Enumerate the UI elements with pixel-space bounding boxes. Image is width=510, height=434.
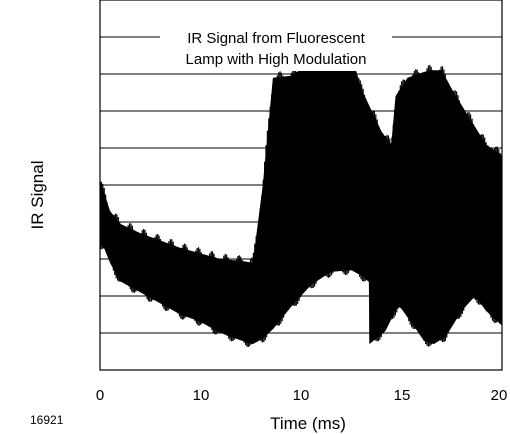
x-axis-label: Time (ms): [270, 414, 346, 433]
y-axis-label: IR Signal: [28, 161, 47, 230]
x-tick-label: 10: [293, 387, 310, 404]
series-layer: [99, 48, 503, 348]
x-tick-label: 20: [491, 387, 508, 404]
title-box: [160, 25, 392, 71]
chart-title-line-1: IR Signal from Fluorescent: [187, 30, 365, 47]
chart-title-line-2: Lamp with High Modulation: [186, 51, 367, 68]
x-tick-label: 0: [96, 387, 104, 404]
x-tick-label: 10: [193, 387, 210, 404]
signal-trace-2: [368, 64, 503, 342]
x-tick-label: 15: [394, 387, 411, 404]
figure-number: 16921: [30, 413, 64, 427]
